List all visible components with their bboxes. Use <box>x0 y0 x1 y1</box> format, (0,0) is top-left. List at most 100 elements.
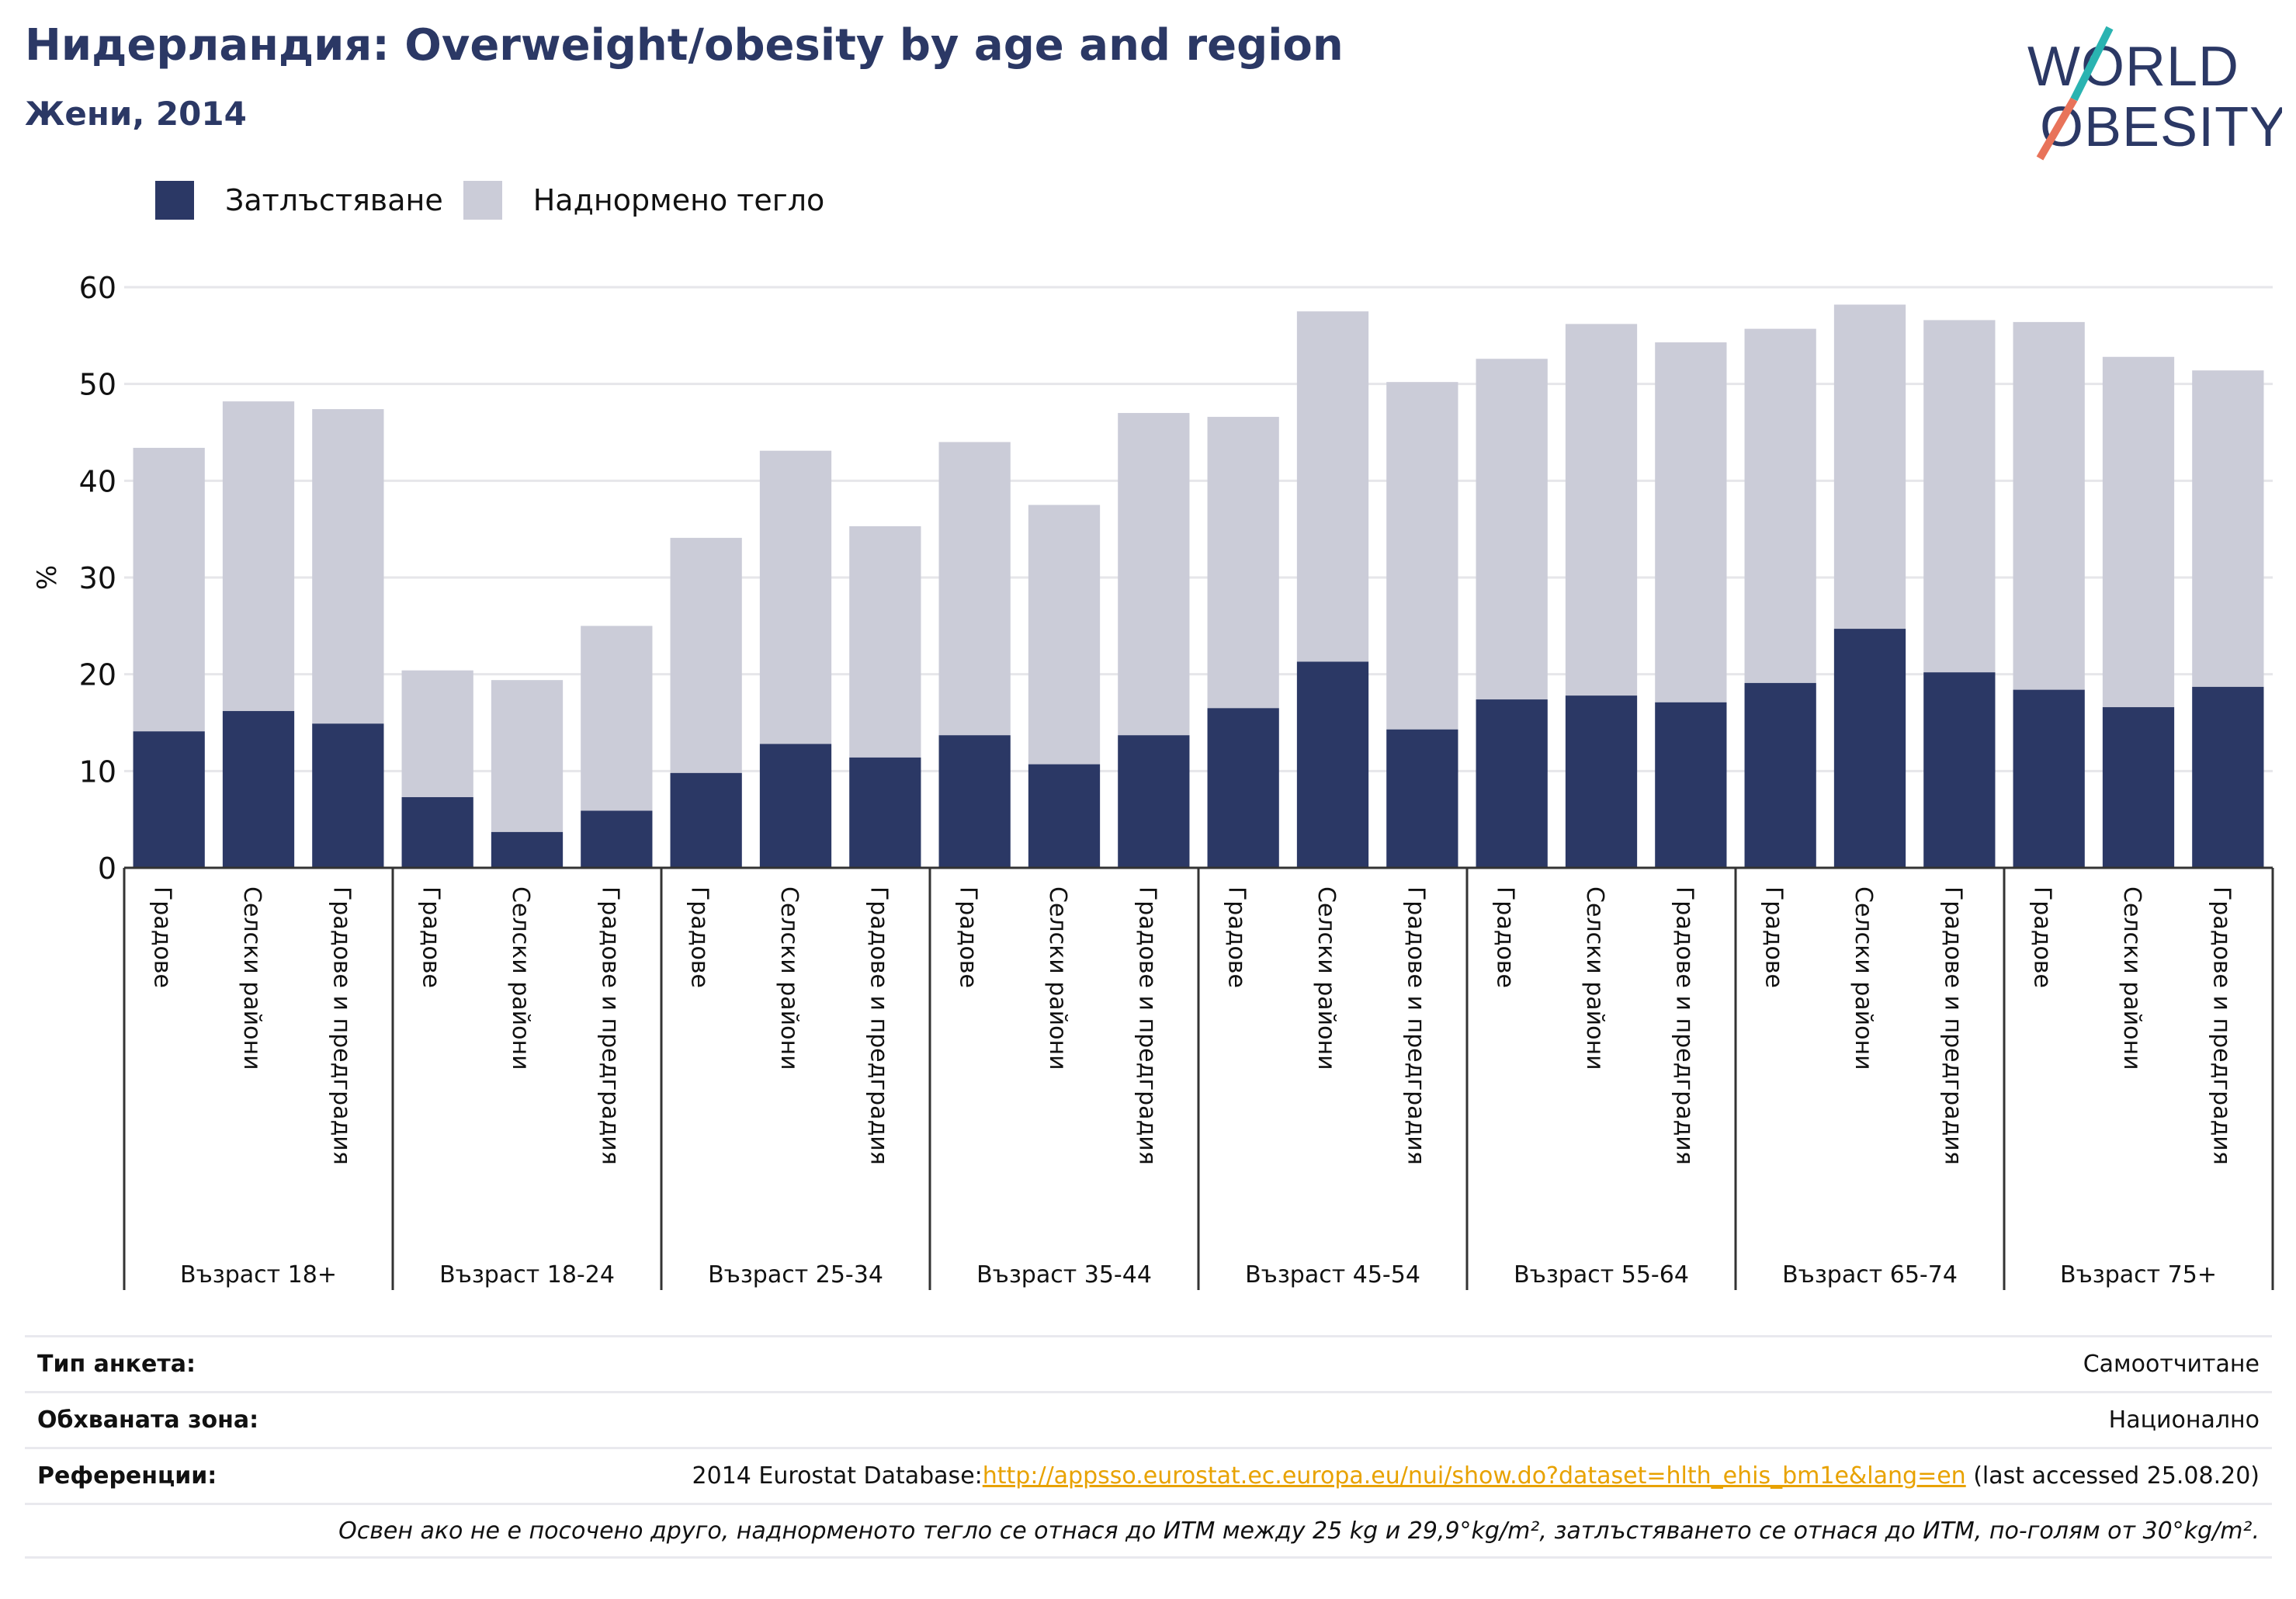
x-category-label: Градове <box>1492 886 1519 988</box>
footer-row-references: Референции: 2014 Eurostat Database:http:… <box>25 1447 2272 1503</box>
bar-obesity <box>1118 735 1190 868</box>
references-link[interactable]: http://appsso.eurostat.ec.europa.eu/nui/… <box>982 1462 1966 1490</box>
bar-obesity <box>1655 702 1727 868</box>
x-category-label: Селски райони <box>1313 886 1340 1070</box>
bar-overweight <box>2102 356 2175 708</box>
references-value: 2014 Eurostat Database:http://appsso.eur… <box>692 1462 2260 1490</box>
x-group-label: Възраст 45-54 <box>1245 1261 1420 1289</box>
bar-overweight <box>133 447 205 732</box>
x-category-label: Селски райони <box>1581 886 1608 1070</box>
bar-overweight <box>1296 311 1369 662</box>
x-group-label: Възраст 55-64 <box>1514 1261 1689 1289</box>
references-suffix: (last accessed 25.08.20) <box>1965 1462 2260 1490</box>
legend-item-obesity: Затлъстяване <box>155 181 443 220</box>
stacked-bar-chart: 0 10 20 30 40 50 60% Градове Селски райони Градов… <box>32 271 2274 1290</box>
x-category-label: Градове и предградия <box>1133 886 1160 1165</box>
x-group-label: Възраст 65-74 <box>1782 1261 1958 1289</box>
bar-overweight <box>1744 328 1816 683</box>
x-category-label: Градове и предградия <box>1670 886 1698 1165</box>
bar-overweight <box>222 401 295 712</box>
x-category-label: Градове <box>149 886 176 988</box>
page-title: Нидерландия: Overweight/obesity by age a… <box>25 20 1344 71</box>
x-category-label: Градове и предградия <box>1402 886 1429 1165</box>
x-category-label: Градове и предградия <box>596 886 623 1165</box>
bar-obesity <box>1207 708 1279 868</box>
world-obesity-logo: WORLD OBESITY <box>2027 26 2282 161</box>
bar-obesity <box>1744 682 1816 868</box>
bar-overweight <box>1923 320 1996 673</box>
x-group-label: Възраст 35-44 <box>976 1261 1152 1289</box>
x-group-label: Възраст 18-24 <box>439 1261 615 1289</box>
svg-text:WORLD: WORLD <box>2027 36 2239 98</box>
survey-type-label: Тип анкета: <box>37 1351 196 1378</box>
bar-obesity <box>1923 672 1996 868</box>
survey-type-value: Самоотчитане <box>2083 1351 2260 1378</box>
x-category-label: Градове <box>686 886 713 988</box>
y-tick-label: 60 <box>79 271 116 305</box>
bar-obesity <box>1386 729 1458 868</box>
y-tick-label: 40 <box>79 464 116 498</box>
bar-obesity <box>1028 764 1101 868</box>
x-category-label: Градове <box>418 886 445 988</box>
bar-obesity <box>670 772 742 868</box>
bar-obesity <box>2013 689 2085 868</box>
bar-overweight <box>1833 304 1906 630</box>
bar-overweight <box>670 537 742 773</box>
chart-footer: Тип анкета: Самоотчитане Обхваната зона:… <box>25 1335 2272 1559</box>
bar-overweight <box>1565 324 1638 696</box>
x-group-label: Възраст 18+ <box>180 1261 337 1289</box>
x-category-label: Селски райони <box>2118 886 2145 1070</box>
bar-overweight <box>2013 321 2085 690</box>
bar-obesity <box>759 744 832 868</box>
bar-obesity <box>581 810 653 868</box>
bar-obesity <box>1565 695 1638 868</box>
bar-overweight <box>1476 359 1548 700</box>
y-axis-title: % <box>32 565 63 590</box>
footer-row-area: Обхваната зона: Национално <box>25 1391 2272 1447</box>
x-category-label: Селски райони <box>775 886 803 1070</box>
bar-overweight <box>759 450 832 744</box>
y-tick-label: 10 <box>79 754 116 789</box>
bar-overweight <box>1028 505 1101 765</box>
bar-overweight <box>581 626 653 811</box>
x-category-label: Градове <box>1760 886 1788 988</box>
bar-obesity <box>1833 629 1906 868</box>
bar-obesity <box>938 735 1011 868</box>
x-group-label: Възраст 25-34 <box>708 1261 883 1289</box>
svg-text:OBESITY: OBESITY <box>2040 96 2282 158</box>
legend-swatch-obesity <box>155 181 194 220</box>
bar-overweight <box>1118 413 1190 736</box>
x-category-label: Селски райони <box>507 886 534 1070</box>
x-category-label: Градове <box>1223 886 1250 988</box>
bar-obesity <box>491 831 564 868</box>
references-label: Референции: <box>37 1462 217 1490</box>
bar-overweight <box>312 409 384 724</box>
bar-obesity <box>2102 707 2175 868</box>
bar-obesity <box>2192 686 2264 868</box>
x-category-label: Градове и предградия <box>1939 886 1966 1165</box>
bar-obesity <box>1476 699 1548 868</box>
bar-overweight <box>849 525 921 758</box>
bmi-definition-note: Освен ако не е посочено друго, наднормен… <box>338 1517 2260 1545</box>
legend-swatch-overweight <box>463 181 502 220</box>
legend-label-obesity: Затлъстяване <box>225 183 443 217</box>
x-category-label: Селски райони <box>1044 886 1071 1070</box>
coverage-area-value: Национално <box>2108 1406 2260 1434</box>
bar-obesity <box>133 731 205 868</box>
x-category-label: Градове и предградия <box>328 886 355 1165</box>
x-category-label: Градове и предградия <box>2208 886 2235 1165</box>
legend-label-overweight: Наднормено тегло <box>532 183 825 217</box>
bar-overweight <box>491 680 564 832</box>
x-group-label: Възраст 75+ <box>2060 1261 2217 1289</box>
x-category-label: Селски райони <box>238 886 265 1070</box>
bar-overweight <box>401 670 473 797</box>
x-category-label: Селски райони <box>1850 886 1877 1070</box>
bar-obesity <box>849 757 921 868</box>
bar-obesity <box>401 796 473 868</box>
footer-row-survey: Тип анкета: Самоотчитане <box>25 1335 2272 1391</box>
bar-overweight <box>2192 370 2264 687</box>
page-subtitle: Жени, 2014 <box>25 95 247 133</box>
y-tick-label: 0 <box>98 852 116 886</box>
bar-obesity <box>1296 661 1369 868</box>
bar-obesity <box>222 711 295 868</box>
